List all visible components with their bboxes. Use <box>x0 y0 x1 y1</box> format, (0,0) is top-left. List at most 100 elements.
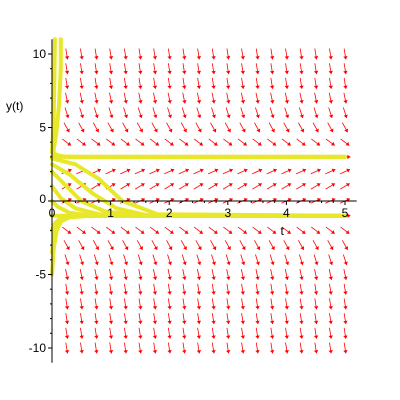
field-arrow <box>208 183 219 190</box>
field-arrow <box>269 283 275 295</box>
field-arrow <box>123 298 128 310</box>
field-arrow <box>268 240 275 251</box>
field-arrow <box>296 226 306 235</box>
field-arrow <box>255 269 260 280</box>
field-arrow <box>151 122 158 133</box>
field-arrow <box>182 342 187 354</box>
field-arrow <box>327 240 334 251</box>
field-arrow <box>240 313 246 325</box>
field-arrow <box>226 327 231 339</box>
field-arrow <box>123 342 128 354</box>
field-arrow <box>266 168 277 175</box>
field-arrow <box>64 254 70 266</box>
field-arrow <box>152 313 158 325</box>
field-arrow <box>138 77 143 89</box>
field-arrow <box>313 283 319 295</box>
field-arrow <box>137 107 143 119</box>
field-arrow <box>108 48 114 60</box>
field-arrow <box>295 168 307 175</box>
field-arrow <box>79 298 84 310</box>
field-arrow <box>281 168 292 175</box>
field-arrow <box>138 313 143 325</box>
field-arrow <box>240 342 246 354</box>
field-arrow <box>78 240 85 251</box>
field-arrow <box>123 63 128 75</box>
field-arrow <box>207 168 219 175</box>
field-arrow <box>223 226 233 235</box>
field-arrow <box>138 269 143 280</box>
field-arrow <box>299 92 304 104</box>
field-arrow <box>283 240 290 251</box>
field-arrow <box>105 168 116 175</box>
field-arrow <box>91 183 101 190</box>
field-arrow <box>313 313 319 325</box>
field-arrow <box>167 327 172 339</box>
field-arrow <box>313 327 319 339</box>
field-arrow <box>312 122 319 133</box>
field-arrow <box>180 240 187 251</box>
field-arrow <box>152 283 158 295</box>
field-arrow <box>138 298 143 310</box>
field-arrow <box>299 254 304 266</box>
field-arrow <box>299 342 304 354</box>
field-arrow <box>196 342 202 354</box>
field-arrow <box>284 92 290 104</box>
field-arrow <box>237 183 248 190</box>
field-arrow <box>255 48 260 60</box>
field-arrow <box>79 283 84 295</box>
field-arrow <box>299 269 304 280</box>
field-arrow <box>108 283 114 295</box>
x-tick-label: 4 <box>283 206 290 220</box>
field-arrow <box>179 138 189 146</box>
field-arrow <box>76 226 86 235</box>
field-arrow <box>182 92 187 104</box>
field-arrow <box>182 327 187 339</box>
field-arrow <box>79 342 84 354</box>
field-arrow <box>240 63 246 75</box>
field-arrow <box>193 138 204 146</box>
field-arrow <box>211 63 216 75</box>
field-arrow <box>281 138 292 146</box>
field-arrow <box>164 226 174 235</box>
field-arrow <box>240 92 246 104</box>
field-arrow <box>79 92 84 104</box>
x-tick-label: 2 <box>166 206 173 220</box>
field-arrow <box>136 240 143 251</box>
field-arrow <box>239 122 246 133</box>
field-arrow <box>108 327 114 339</box>
field-arrow <box>252 183 263 190</box>
field-arrow <box>251 168 263 175</box>
field-arrow <box>268 122 275 133</box>
field-arrow <box>91 226 101 235</box>
field-arrow <box>122 240 129 251</box>
field-arrow <box>328 298 333 310</box>
field-arrow <box>79 77 84 89</box>
y-tick-label: 10 <box>33 47 47 61</box>
field-arrow <box>105 226 116 235</box>
field-arrow <box>107 240 114 251</box>
field-arrow <box>196 313 202 325</box>
field-arrow <box>179 226 189 235</box>
field-arrow <box>63 122 70 133</box>
field-arrow <box>196 298 202 310</box>
field-arrow <box>314 269 319 280</box>
field-arrow <box>196 48 202 60</box>
field-arrow <box>343 283 348 295</box>
field-arrow <box>283 122 290 133</box>
field-arrow <box>310 183 321 190</box>
field-arrow <box>152 269 158 280</box>
field-arrow <box>182 313 187 325</box>
field-arrow <box>226 283 231 295</box>
field-arrow <box>123 327 128 339</box>
field-arrow <box>152 254 158 266</box>
field-arrow <box>152 298 158 310</box>
y-tick-label: -10 <box>29 341 47 355</box>
field-arrow <box>325 183 336 190</box>
field-arrow <box>76 138 86 146</box>
field-arrow <box>149 168 160 175</box>
field-arrow <box>195 240 202 251</box>
field-arrow <box>167 254 173 266</box>
field-arrow <box>313 107 319 119</box>
field-arrow <box>255 77 260 89</box>
